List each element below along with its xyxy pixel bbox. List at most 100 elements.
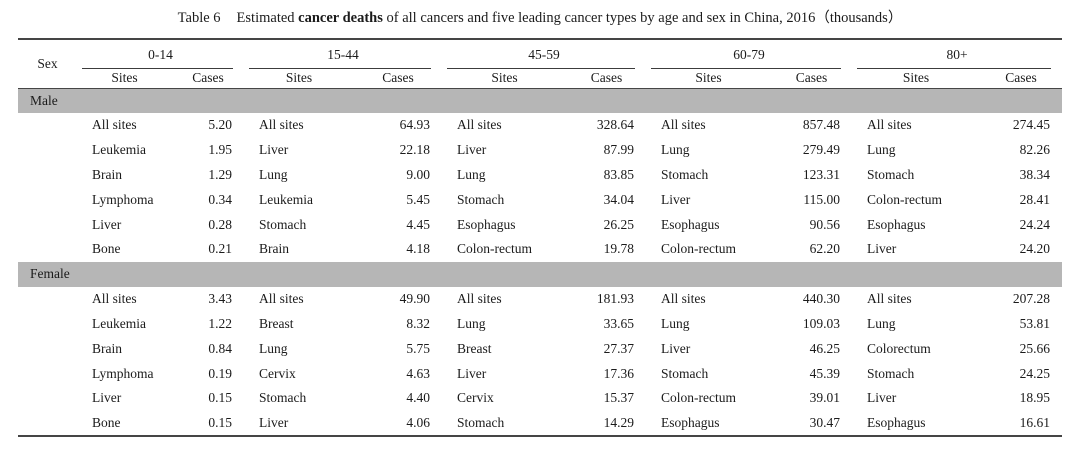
header-age-groups-row: Sex 0-14 15-44 45-59 60-79 80+ [18,39,1062,89]
sex-band-label: Male [18,88,1062,113]
table-row: Leukemia 1.22 Breast 8.32 Lung 33.65 Lung 109.0… [18,312,1062,337]
site-cell: Colon-rectum [661,241,736,257]
cases-cell: 1.22 [208,315,232,331]
cases-cell: 440.30 [802,291,840,307]
site-cell: All sites [867,117,912,133]
sex-band-row: Male [18,88,1062,113]
site-cell: All sites [457,291,502,307]
site-cell: Leukemia [259,191,313,207]
site-cell: All sites [661,117,706,133]
cases-cell: 4.40 [406,390,430,406]
cases-cell: 46.25 [809,340,840,356]
site-cell: Lung [867,315,896,331]
cases-cell: 207.28 [1012,291,1050,307]
sex-spacer-cell [18,237,77,262]
header-age-group-15-44: 15-44 [244,39,442,69]
site-cell: Stomach [867,365,915,381]
table-row: Liver 0.15 Stomach 4.40 Cervix 15.37 Colon-rec… [18,386,1062,411]
site-cell: Breast [457,340,492,356]
cases-cell: 1.29 [208,166,232,182]
sex-spacer-cell [18,386,77,411]
site-cell: Lung [661,315,690,331]
cases-cell: 109.03 [802,315,840,331]
header-sex: Sex [18,39,77,89]
site-cell: Stomach [457,414,505,430]
sex-spacer-cell [18,312,77,337]
site-cell: Lung [259,340,288,356]
header-cases: Cases [567,69,646,89]
site-cell: Lung [457,315,486,331]
table-row: All sites 3.43 All sites 49.90 All sites 181.… [18,287,1062,312]
cases-cell: 15.37 [603,390,634,406]
table-row: Lymphoma 0.34 Leukemia 5.45 Stomach 34.04 Live… [18,187,1062,212]
cases-cell: 90.56 [809,216,840,232]
site-cell: All sites [867,291,912,307]
site-cell: Brain [92,340,122,356]
cases-cell: 49.90 [399,291,430,307]
site-cell: Stomach [661,365,709,381]
site-cell: Liver [867,390,897,406]
cases-cell: 4.18 [406,241,430,257]
site-cell: Lung [661,142,690,158]
site-cell: Colon-rectum [661,390,736,406]
header-subcolumns-row: Sites Cases Sites Cases Sites Cases Site… [18,69,1062,89]
cases-cell: 8.32 [406,315,430,331]
header-cases: Cases [980,69,1062,89]
title-text-2: of all cancers and five leading cancer t… [382,10,903,26]
cases-cell: 274.45 [1012,117,1050,133]
table-row: Lymphoma 0.19 Cervix 4.63 Liver 17.36 Stomach 4… [18,361,1062,386]
site-cell: Esophagus [867,414,926,430]
cases-cell: 0.19 [208,365,232,381]
cases-cell: 4.45 [406,216,430,232]
header-cases: Cases [354,69,442,89]
table-row: Bone 0.21 Brain 4.18 Colon-rectum 19.78 Colon-… [18,237,1062,262]
site-cell: Esophagus [661,414,720,430]
site-cell: Lung [457,166,486,182]
site-cell: Liver [661,340,691,356]
site-cell: Lymphoma [92,365,154,381]
cases-cell: 39.01 [809,390,840,406]
cases-cell: 0.15 [208,390,232,406]
cases-cell: 4.06 [406,414,430,430]
site-cell: Liver [259,142,289,158]
sex-spacer-cell [18,361,77,386]
cases-cell: 5.75 [406,340,430,356]
cases-cell: 0.15 [208,414,232,430]
cases-cell: 19.78 [603,241,634,257]
cases-cell: 34.04 [603,191,634,207]
cases-cell: 38.34 [1019,166,1050,182]
site-cell: Esophagus [867,216,926,232]
site-cell: Liver [457,365,487,381]
cases-cell: 18.95 [1019,390,1050,406]
site-cell: Liver [867,241,897,257]
cases-cell: 64.93 [399,117,430,133]
title-text-1: Estimated [236,10,299,26]
cases-cell: 3.43 [208,291,232,307]
site-cell: Cervix [457,390,494,406]
cases-cell: 45.39 [809,365,840,381]
site-cell: Colon-rectum [867,191,942,207]
site-cell: Liver [259,414,289,430]
cases-cell: 0.21 [208,241,232,257]
table-row: Brain 1.29 Lung 9.00 Lung 83.85 Stomach 123.31 S… [18,163,1062,188]
sex-spacer-cell [18,113,77,138]
cases-cell: 279.49 [802,142,840,158]
site-cell: Bone [92,241,121,257]
sex-spacer-cell [18,336,77,361]
cases-cell: 0.84 [208,340,232,356]
site-cell: All sites [92,117,137,133]
header-sites: Sites [244,69,354,89]
cases-cell: 83.85 [603,166,634,182]
site-cell: All sites [259,117,304,133]
cases-cell: 22.18 [399,142,430,158]
site-cell: Leukemia [92,142,146,158]
cases-cell: 857.48 [802,117,840,133]
site-cell: Stomach [661,166,709,182]
site-cell: All sites [661,291,706,307]
site-cell: Liver [661,191,691,207]
cases-cell: 30.47 [809,414,840,430]
site-cell: All sites [259,291,304,307]
site-cell: All sites [457,117,502,133]
cases-cell: 9.00 [406,166,430,182]
table-row: All sites 5.20 All sites 64.93 All sites 328.… [18,113,1062,138]
